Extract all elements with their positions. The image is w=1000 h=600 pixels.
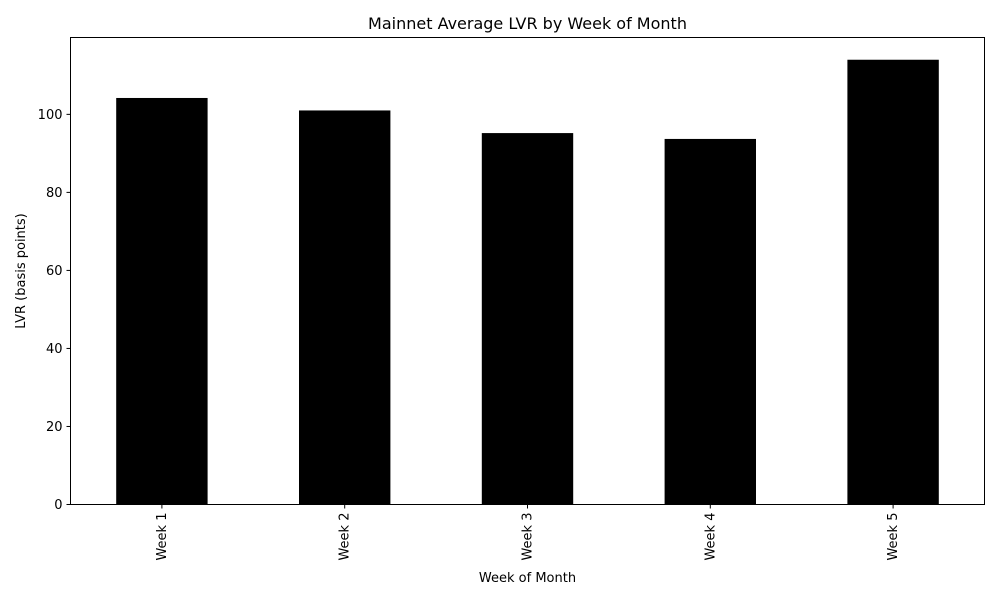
bar-week-2 <box>299 110 391 505</box>
y-tick-label: 60 <box>46 264 63 279</box>
x-tick-label: Week 5 <box>886 513 901 561</box>
bar-week-5 <box>847 59 939 505</box>
bar-week-1 <box>116 97 208 505</box>
x-tick-label: Week 2 <box>338 513 353 561</box>
y-tick-label: 0 <box>54 498 62 513</box>
y-tick-label: 40 <box>46 342 63 357</box>
bar-week-3 <box>481 133 574 505</box>
x-tick-label: Week 4 <box>703 513 718 561</box>
x-axis-ticks: Week 1 Week 2 Week 3 Week 4 Week 5 <box>155 504 901 561</box>
y-tick-label: 100 <box>38 108 63 123</box>
y-tick-label: 80 <box>46 186 63 201</box>
bar-week-4 <box>664 138 756 505</box>
y-axis-label: LVR (basis points) <box>14 213 29 328</box>
x-tick-label: Week 3 <box>521 513 536 561</box>
bar-group <box>116 59 939 505</box>
plot-frame <box>70 37 985 505</box>
chart-title: Mainnet Average LVR by Week of Month <box>368 14 687 33</box>
x-axis-label: Week of Month <box>479 571 576 586</box>
x-tick-label: Week 1 <box>155 513 170 561</box>
y-axis-ticks: 0 20 40 60 80 100 <box>38 108 71 513</box>
y-tick-label: 20 <box>46 420 63 435</box>
